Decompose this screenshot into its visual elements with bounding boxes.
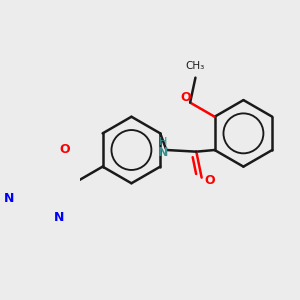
Text: O: O bbox=[59, 143, 70, 157]
Text: N: N bbox=[158, 146, 168, 159]
Text: H: H bbox=[159, 137, 167, 147]
Text: N: N bbox=[4, 193, 14, 206]
Text: CH₃: CH₃ bbox=[186, 61, 205, 71]
Text: O: O bbox=[204, 174, 215, 188]
Text: O: O bbox=[180, 92, 191, 104]
Text: N: N bbox=[54, 211, 64, 224]
